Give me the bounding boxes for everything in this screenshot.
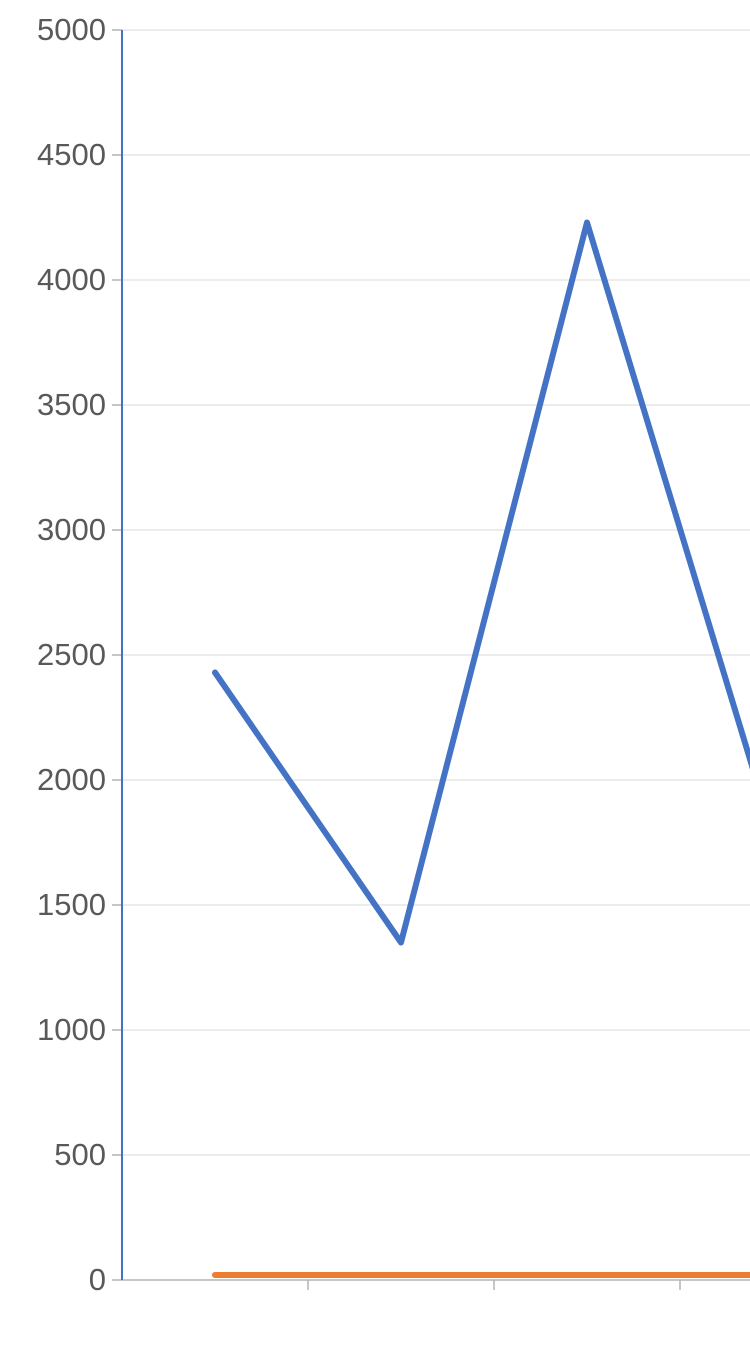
line-chart: 0 500 1000 1500 2000 2500 3000 3500 4000 4500 5000 bbox=[0, 0, 750, 1361]
y-tick-label: 2500 bbox=[37, 637, 106, 673]
y-tick-label: 3500 bbox=[37, 387, 106, 423]
y-tick-label: 3000 bbox=[37, 512, 106, 548]
y-tick-label: 4000 bbox=[37, 262, 106, 298]
y-tick-label: 1500 bbox=[37, 887, 106, 923]
y-tick-label: 4500 bbox=[37, 137, 106, 173]
y-tick-label: 500 bbox=[54, 1137, 106, 1173]
chart-plot-svg bbox=[0, 0, 750, 1361]
y-tick-label: 1000 bbox=[37, 1012, 106, 1048]
y-tick-label: 0 bbox=[89, 1262, 106, 1298]
y-tick-label: 2000 bbox=[37, 762, 106, 798]
y-tick-label: 5000 bbox=[37, 12, 106, 48]
